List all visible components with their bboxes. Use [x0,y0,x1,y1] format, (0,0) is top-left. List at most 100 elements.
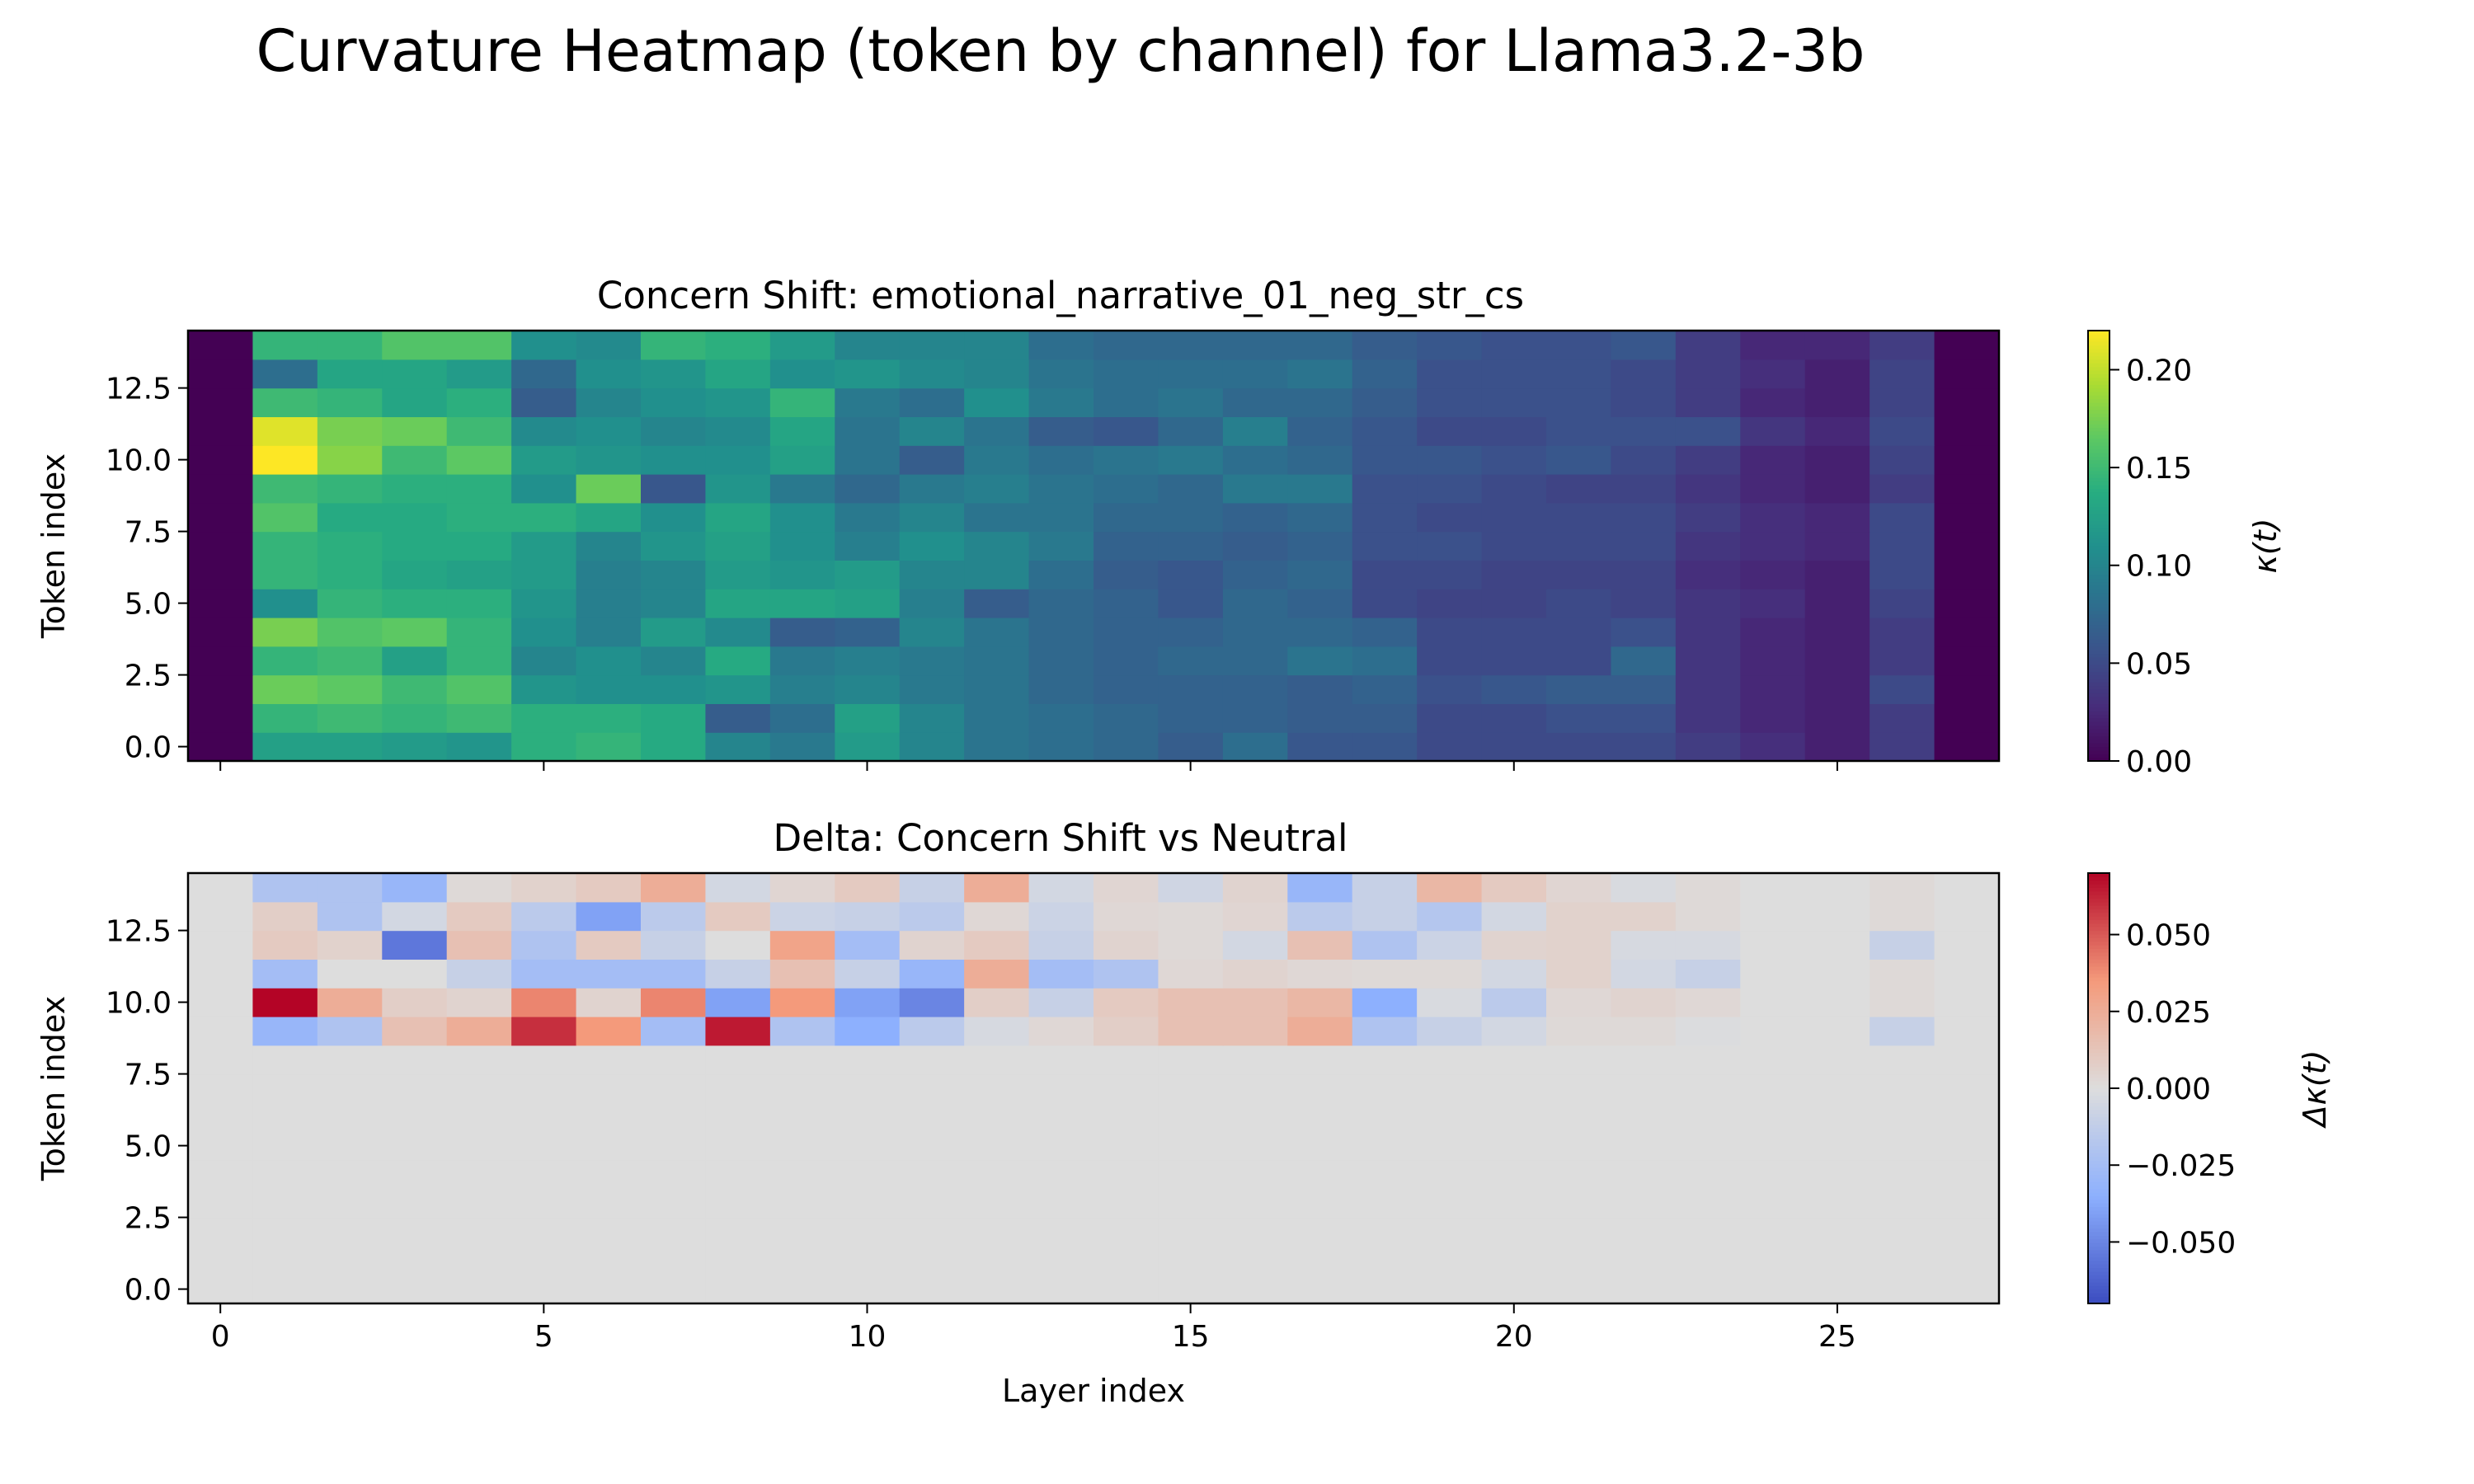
colorbar-segment [2088,355,2109,360]
heatmap-cell [1222,1131,1288,1161]
heatmap-cell [1870,589,1935,618]
heatmap-cell [964,474,1030,504]
heatmap-cell [1094,1246,1159,1275]
heatmap-cell [1546,387,1612,417]
colorbar-segment [2088,1278,2109,1283]
heatmap-cell [899,674,965,704]
heatmap-cell [1287,930,1353,960]
colorbar-segment [2088,653,2109,658]
heatmap-cell [1675,387,1741,417]
colorbar-segment [2088,488,2109,493]
heatmap-cell [1094,416,1159,446]
colorbar-segment [2088,703,2109,708]
heatmap-cell [1481,1160,1547,1190]
heatmap-cell [511,703,577,733]
heatmap-cell [576,1275,642,1304]
heatmap-cell [964,359,1030,389]
heatmap-cell [1934,873,2000,903]
heatmap-cell [899,732,965,762]
heatmap-cell [317,1073,383,1103]
colorbar-segment [2088,1289,2109,1294]
heatmap-cell [769,474,835,504]
heatmap-cell [1740,1246,1806,1275]
heatmap-cell [641,589,707,618]
heatmap-cell [188,873,254,903]
heatmap-cell [1222,502,1288,533]
colorbar-segment [2088,434,2109,439]
heatmap-cell [641,1160,707,1190]
heatmap-cell [1222,674,1288,704]
heatmap-cell [1094,1045,1159,1075]
heatmap-cell [188,1017,254,1046]
heatmap-cell [641,988,707,1017]
heatmap-cell [899,1131,965,1161]
y-tick-label: 2.5 [125,1202,172,1236]
colorbar-segment [2088,467,2109,472]
colorbar-segment [2088,685,2109,690]
heatmap-cell [382,1017,448,1046]
heatmap-cell [1546,1275,1612,1304]
heatmap-cell [1287,589,1353,618]
heatmap-cell [705,988,771,1017]
heatmap-cell [1934,1045,2000,1075]
heatmap-cell [1675,560,1741,589]
colorbar-segment [2088,377,2109,382]
heatmap-cell [446,589,512,618]
heatmap-cell [1158,416,1224,446]
heatmap-cell [705,474,771,504]
heatmap-cell [511,387,577,417]
heatmap-cell [1546,331,1612,360]
colorbar-segment [2088,1249,2109,1254]
colorbar-segment [2088,538,2109,543]
heatmap-cell [1028,416,1094,446]
heatmap-cell [252,560,318,589]
heatmap-cell [1222,1045,1288,1075]
heatmap-cell [835,618,901,647]
heatmap-cell [511,988,577,1017]
colorbar-segment [2088,369,2109,374]
colorbar-segment [2088,1270,2109,1275]
colorbar-segment [2088,359,2109,364]
colorbar-segment [2088,656,2109,661]
heatmap-cell [1546,1246,1612,1275]
heatmap-cell [835,1188,901,1219]
heatmap-cell [1417,988,1483,1017]
colorbar-segment [2088,416,2109,421]
colorbar-segment [2088,1153,2109,1158]
heatmap-cell [899,560,965,589]
colorbar-segment [2088,1012,2109,1017]
heatmap-cell [317,1102,383,1132]
heatmap-cell [382,1045,448,1075]
heatmap-cell [1870,1073,1935,1103]
heatmap-cell [769,560,835,589]
heatmap-cell [446,873,512,903]
heatmap-cell [1352,416,1418,446]
heatmap-cell [1158,1217,1224,1247]
heatmap-cell [1158,873,1224,903]
heatmap-cell [382,1102,448,1132]
heatmap-cell [705,1188,771,1219]
heatmap-cell [1481,873,1547,903]
heatmap-cell [511,474,577,504]
heatmap-cell [1675,1102,1741,1132]
heatmap-cell [252,618,318,647]
y-tick-label: 12.5 [106,373,172,406]
heatmap-cell [964,703,1030,733]
curvature-heatmap-cells [188,331,2000,762]
heatmap-cell [1804,1073,1870,1103]
colorbar-segment [2088,592,2109,597]
heatmap-cell [899,1217,965,1247]
heatmap-cell [576,560,642,589]
heatmap-cell [769,1217,835,1247]
colorbar-segment [2088,621,2109,626]
colorbar-segment [2088,1209,2109,1214]
colorbar-segment [2088,427,2109,432]
heatmap-cell [1934,646,2000,676]
heatmap-cell [1094,1073,1159,1103]
heatmap-cell [1934,1131,2000,1161]
curvature-x-ticks [219,761,1838,771]
heatmap-cell [705,1131,771,1161]
colorbar-segment [2088,438,2109,443]
heatmap-cell [835,959,901,989]
heatmap-cell [1352,502,1418,533]
